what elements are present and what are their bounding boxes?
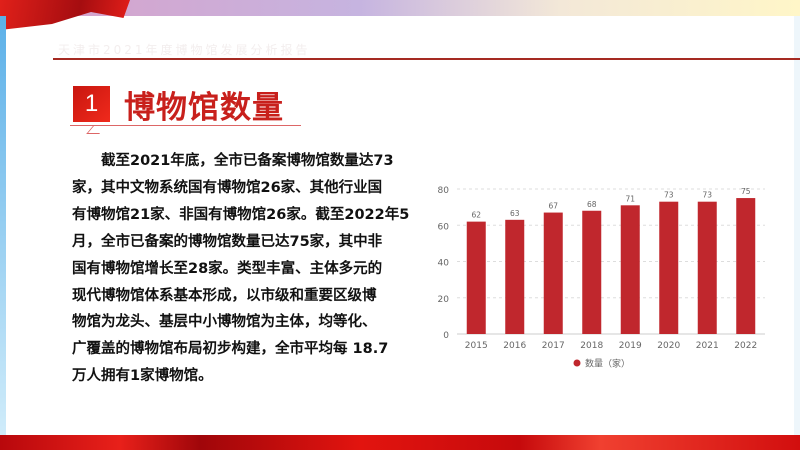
data-label: 73 (702, 191, 712, 200)
data-label: 63 (510, 209, 520, 218)
report-subtitle: 天津市2021年度博物馆发展分析报告 (58, 43, 311, 57)
x-tick-label: 2015 (465, 341, 488, 351)
bar (543, 212, 563, 334)
y-tick-label: 20 (438, 295, 450, 305)
paragraph-line: 国有博物馆增长至28家。类型丰富、主体多元的 (72, 260, 383, 277)
paragraph-line: 万人拥有1家博物馆。 (72, 368, 213, 385)
title-underline (70, 125, 301, 126)
section-number: 1 (73, 86, 110, 122)
bar (505, 219, 525, 334)
y-tick-label: 60 (438, 222, 450, 232)
right-decor-band (794, 16, 800, 436)
legend-marker (573, 359, 581, 367)
bar (620, 205, 640, 334)
bar (659, 201, 679, 334)
data-label: 71 (625, 194, 635, 203)
body-paragraph: 截至2021年底，全市已备案博物馆数量达73 家，其中文物系统国有博物馆26家、… (72, 148, 412, 390)
paragraph-line: 截至2021年底，全市已备案博物馆数量达73 (101, 153, 394, 169)
data-label: 68 (587, 200, 597, 209)
bottom-decor-band (0, 435, 800, 450)
bar (736, 198, 756, 334)
x-tick-label: 2016 (503, 341, 526, 351)
x-tick-label: 2017 (542, 341, 565, 351)
x-tick-label: 2022 (734, 341, 757, 351)
x-tick-label: 2021 (696, 341, 719, 351)
paragraph-line: 家，其中文物系统国有博物馆26家、其他行业国 (72, 179, 383, 196)
paragraph-line: 有博物馆21家、非国有博物馆26家。截至2022年5 (72, 206, 410, 223)
x-tick-label: 2020 (657, 341, 680, 351)
data-label: 67 (548, 202, 558, 211)
section-title: 博物馆数量 (124, 90, 284, 126)
x-tick-label: 2019 (619, 341, 642, 351)
left-decor-band (0, 16, 6, 436)
bar (466, 221, 486, 334)
x-tick-label: 2018 (580, 341, 603, 351)
data-label: 62 (471, 211, 481, 220)
y-tick-label: 80 (438, 186, 450, 196)
top-decor-band (0, 0, 800, 16)
paragraph-line: 现代博物馆体系基本形成，以市级和重要区级博 (72, 287, 377, 304)
legend-label: 数量（家） (585, 358, 630, 370)
y-tick-label: 0 (443, 331, 449, 341)
y-tick-label: 40 (438, 259, 450, 269)
data-label: 73 (664, 191, 674, 200)
paragraph-line: 月，全市已备案的博物馆数量已达75家，其中非 (72, 233, 383, 250)
data-label: 75 (741, 187, 751, 196)
header-divider (53, 58, 800, 60)
bar (697, 201, 717, 334)
paragraph-line: 物馆为龙头、基层中小博物馆为主体，均等化、 (72, 314, 377, 331)
bar (582, 210, 602, 334)
paragraph-line: 广覆盖的博物馆布局初步构建，全市平均每 18.7 (72, 341, 389, 358)
